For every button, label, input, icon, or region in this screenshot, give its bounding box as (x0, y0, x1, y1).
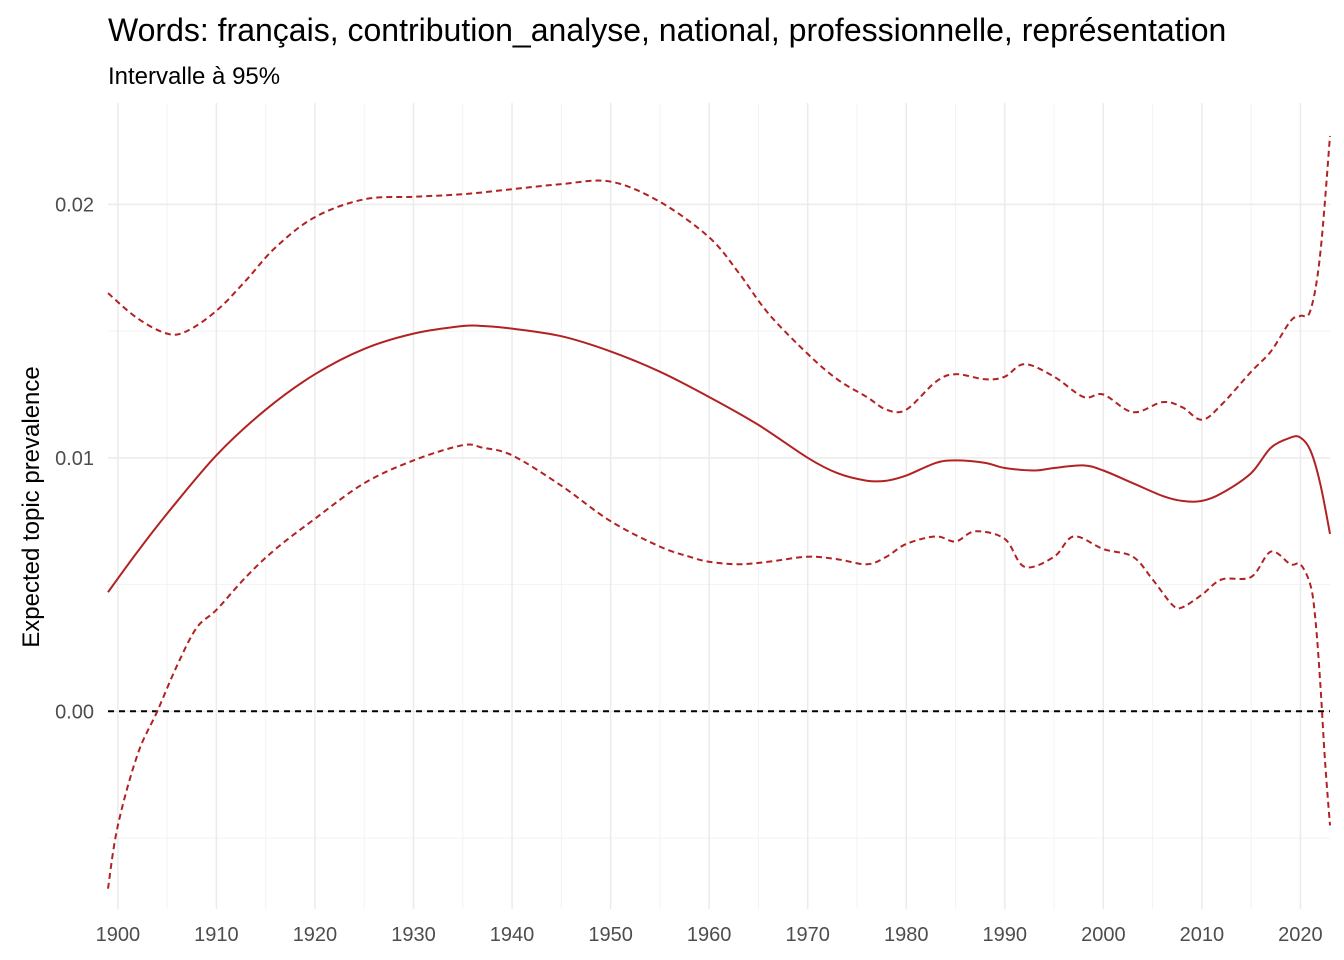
series-layer (107, 135, 1331, 889)
y-axis-label: Expected topic prevalence (18, 366, 45, 648)
x-tick-label: 1930 (391, 924, 436, 946)
x-tick-label: 2020 (1278, 924, 1323, 946)
x-tick-label: 2010 (1180, 924, 1225, 946)
x-tick-label: 1900 (96, 924, 141, 946)
x-tick-label: 1980 (884, 924, 929, 946)
x-tick-label: 2000 (1081, 924, 1126, 946)
x-tick-label: 1990 (983, 924, 1028, 946)
x-tick-label: 1910 (194, 924, 239, 946)
x-tick-label: 1960 (687, 924, 732, 946)
x-tick-label: 1950 (588, 924, 633, 946)
x-tick-label: 1920 (293, 924, 338, 946)
upper-ci-line (107, 135, 1331, 421)
y-tick-label: 0.00 (55, 701, 94, 723)
x-axis-ticks: 1900 1910 1920 1930 1940 1950 1960 1970 1980 1990… (96, 924, 1323, 946)
x-tick-label: 1940 (490, 924, 535, 946)
chart-title: Words: français, contribution_analyse, n… (108, 12, 1226, 48)
y-tick-label: 0.01 (55, 448, 94, 470)
chart-subtitle: Intervalle à 95% (108, 63, 280, 90)
x-tick-label: 1970 (785, 924, 830, 946)
y-axis-ticks: 0.00 0.01 0.02 (55, 194, 94, 723)
lower-ci-line (107, 443, 1331, 889)
y-tick-label: 0.02 (55, 194, 94, 216)
estimate-line (107, 324, 1331, 593)
grid (108, 103, 1330, 909)
